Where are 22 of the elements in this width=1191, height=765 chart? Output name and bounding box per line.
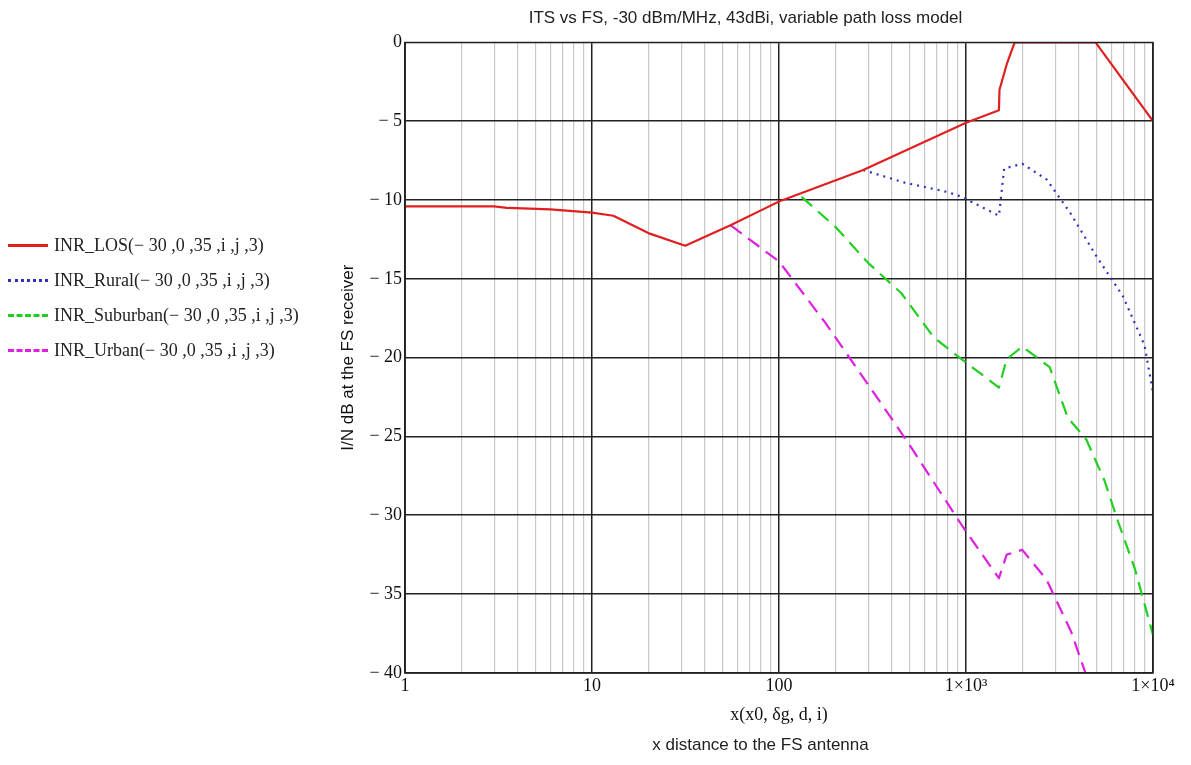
chart-title: ITS vs FS, -30 dBm/MHz, 43dBi, variable path loss model [528,7,963,27]
y-tick-label: − 15 [369,267,403,288]
legend-label: INR_LOS(− 30 ,0 ,35 ,i ,j ,3) [54,235,264,256]
x-tick-label: 10 [583,675,602,696]
x-tick-label: 1 [400,675,410,696]
y-tick-label: − 35 [369,582,403,603]
y-axis-title: I/N dB at the FS receiver [337,264,357,451]
x-tick-label: 1×10³ [944,675,988,696]
y-tick-label: − 30 [369,503,403,524]
y-tick-label: − 10 [369,188,403,209]
text: x distance to the FS antenna [651,735,870,755]
y-tick-label: − 20 [369,346,403,367]
y-tick-label: 0 [393,31,403,52]
y-tick-label: − 40 [369,661,403,682]
y-tick-label: − 25 [369,425,403,446]
x-tick-label: 1×10⁴ [1131,675,1175,696]
legend-label: INR_Urban(− 30 ,0 ,35 ,i ,j ,3) [54,340,275,361]
y-tick-label: − 5 [378,109,403,130]
legend-label: INR_Suburban(− 30 ,0 ,35 ,i ,j ,3) [54,305,299,326]
x-axis-title: x(x0, δg, d, i) [730,703,828,725]
x-tick-label: 100 [765,675,793,696]
legend-label: INR_Rural(− 30 ,0 ,35 ,i ,j ,3) [54,270,270,291]
